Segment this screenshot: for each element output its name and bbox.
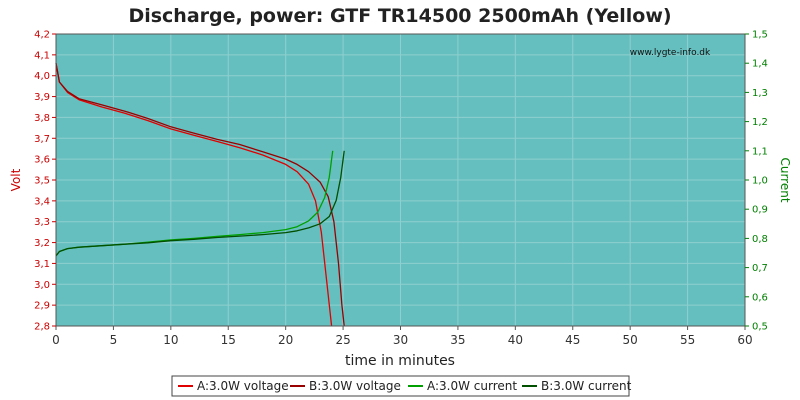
chart-title: Discharge, power: GTF TR14500 2500mAh (Y… xyxy=(128,5,671,27)
left-tick-label: 3,7 xyxy=(34,134,50,145)
left-tick-label: 3,5 xyxy=(34,176,50,187)
x-tick-label: 50 xyxy=(623,333,638,347)
right-tick-label: 1,2 xyxy=(752,117,768,128)
x-tick-label: 0 xyxy=(52,333,60,347)
left-tick-label: 2,8 xyxy=(34,322,50,333)
x-tick-label: 55 xyxy=(680,333,695,347)
x-axis-ticks: 0 5 10 15 20 25 30 35 40 45 50 55 60 xyxy=(52,326,753,347)
x-tick-label: 40 xyxy=(508,333,523,347)
right-tick-label: 0,7 xyxy=(752,263,768,274)
x-tick-label: 60 xyxy=(737,333,752,347)
x-tick-label: 35 xyxy=(450,333,465,347)
series-layer xyxy=(55,63,345,327)
x-tick-label: 15 xyxy=(221,333,236,347)
right-tick-label: 1,3 xyxy=(752,88,768,99)
legend-label: B:3.0W current xyxy=(541,379,632,393)
legend-label: A:3.0W voltage xyxy=(197,379,289,393)
left-axis-ticks: 2,8 2,9 3,0 3,1 3,2 3,3 3,4 3,5 3,6 3,7 3,8 3,9 4,0 4… xyxy=(34,30,56,333)
right-tick-label: 0,9 xyxy=(752,205,768,216)
right-tick-label: 1,1 xyxy=(752,146,768,157)
x-tick-label: 10 xyxy=(163,333,178,347)
x-tick-label: 45 xyxy=(565,333,580,347)
right-tick-label: 0,5 xyxy=(752,322,768,333)
x-tick-label: 30 xyxy=(393,333,408,347)
watermark: www.lygte-info.dk xyxy=(630,48,711,58)
left-tick-label: 3,9 xyxy=(34,92,50,103)
legend-label: B:3.0W voltage xyxy=(309,379,401,393)
left-tick-label: 3,1 xyxy=(34,259,50,270)
legend-box xyxy=(171,375,630,397)
x-tick-label: 5 xyxy=(110,333,118,347)
right-tick-label: 1,5 xyxy=(752,30,768,41)
left-tick-label: 3,2 xyxy=(34,238,50,249)
x-axis-label: time in minutes xyxy=(345,353,455,369)
left-tick-label: 4,1 xyxy=(34,50,50,61)
right-axis-label: Current xyxy=(778,157,792,202)
right-tick-label: 1,4 xyxy=(752,59,768,70)
left-tick-label: 3,8 xyxy=(34,113,50,124)
left-tick-label: 3,3 xyxy=(34,217,50,228)
left-axis-label: Volt xyxy=(9,168,23,191)
right-tick-label: 1,0 xyxy=(752,176,768,187)
left-tick-label: 4,0 xyxy=(34,71,50,82)
series-line-a-3-0w-voltage xyxy=(55,63,333,327)
right-tick-label: 0,8 xyxy=(752,234,768,245)
right-axis-ticks: 0,5 0,6 0,7 0,8 0,9 1,0 1,1 1,2 1,3 1,4 1,5 xyxy=(745,30,768,333)
x-tick-label: 20 xyxy=(278,333,293,347)
legend-label: A:3.0W current xyxy=(427,379,517,393)
left-tick-label: 2,9 xyxy=(34,301,50,312)
series-line-b-3-0w-current xyxy=(55,150,345,257)
left-tick-label: 3,0 xyxy=(34,280,50,291)
left-tick-label: 4,2 xyxy=(34,30,50,41)
x-tick-label: 25 xyxy=(335,333,350,347)
right-tick-label: 0,6 xyxy=(752,292,768,303)
left-tick-label: 3,4 xyxy=(34,196,50,207)
left-tick-label: 3,6 xyxy=(34,155,50,166)
series-line-b-3-0w-voltage xyxy=(55,63,345,327)
legend: A:3.0W voltage B:3.0W voltage A:3.0W curre… xyxy=(171,375,632,397)
